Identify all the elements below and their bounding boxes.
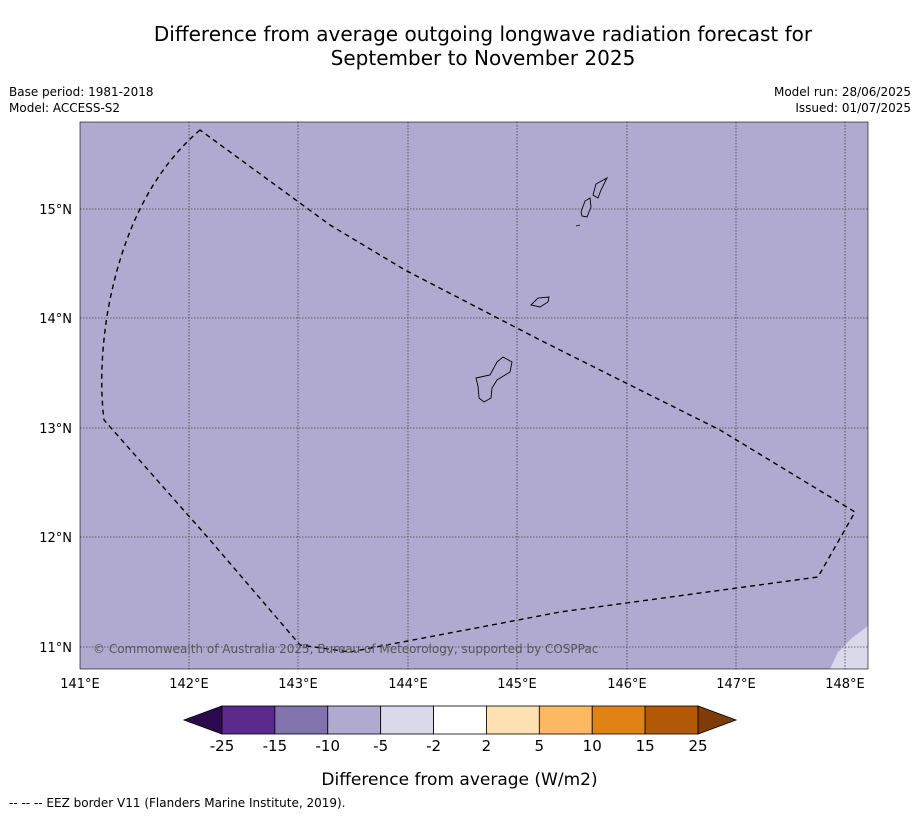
colorbar-tick-label: -25 [210, 737, 235, 755]
islands [475, 176, 609, 403]
lon-tick-147e: 147°E [716, 677, 756, 692]
colorbar-segment [274, 705, 329, 735]
colorbar-segment [591, 705, 646, 735]
colorbar-tick-labels: -25 -15 -10 -5 -2 2 5 10 15 25 [210, 737, 708, 755]
lat-tick-14n: 14°N [39, 312, 72, 327]
lon-tick-142e: 142°E [169, 677, 209, 692]
lat-tick-labels: 15°N 14°N 13°N 12°N 11°N [39, 203, 72, 656]
tinian-island [580, 197, 592, 218]
lon-tick-146e: 146°E [607, 677, 647, 692]
title-line-1: Difference from average outgoing longwav… [153, 22, 813, 46]
colorbar-tick-label: 25 [688, 737, 707, 755]
lon-tick-144e: 144°E [388, 677, 428, 692]
saipan-island [592, 176, 609, 199]
meta-right: Model run: 28/06/2025 Issued: 01/07/2025 [774, 84, 911, 116]
colorbar-segment [221, 705, 276, 735]
chart-title: Difference from average outgoing longwav… [0, 22, 919, 70]
lat-tick-11n: 11°N [39, 641, 72, 656]
colorbar-segment [486, 705, 540, 735]
lon-tick-labels: 141°E 142°E 143°E 144°E 145°E 146°E 147°… [60, 677, 865, 692]
gridlines [80, 122, 868, 669]
light-anomaly-patch [830, 626, 868, 669]
base-period: Base period: 1981-2018 [9, 85, 154, 99]
lon-tick-143e: 143°E [278, 677, 318, 692]
colorbar-tick-label: -10 [316, 737, 341, 755]
colorbar-tick-label: -2 [426, 737, 441, 755]
model-name: Model: ACCESS-S2 [9, 101, 121, 115]
aguijan-islet [575, 224, 581, 227]
colorbar-tick-label: 15 [636, 737, 655, 755]
footer-legend: -- -- -- EEZ border V11 (Flanders Marine… [9, 796, 346, 810]
lon-tick-141e: 141°E [60, 677, 100, 692]
lat-tick-13n: 13°N [39, 422, 72, 437]
lat-tick-15n: 15°N [39, 203, 72, 218]
map-background [80, 122, 868, 669]
meta-left: Base period: 1981-2018 Model: ACCESS-S2 [9, 84, 154, 116]
colorbar-label: Difference from average (W/m2) [321, 770, 598, 790]
guam-island [475, 356, 513, 403]
issued-date: Issued: 01/07/2025 [795, 101, 911, 115]
rota-island [530, 296, 550, 308]
colorbar-extend-high [697, 705, 738, 735]
lon-tick-145e: 145°E [497, 677, 537, 692]
colorbar-tick-label: 5 [535, 737, 545, 755]
colorbar-tick-label: -15 [263, 737, 288, 755]
lon-tick-148e: 148°E [825, 677, 865, 692]
colorbar-segment [644, 705, 699, 735]
colorbar-tick-label: 2 [482, 737, 492, 755]
lat-tick-12n: 12°N [39, 531, 72, 546]
colorbar-segment [380, 705, 434, 735]
colorbar: -25 -15 -10 -5 -2 2 5 10 15 25 [182, 705, 738, 755]
colorbar-extend-low [182, 705, 223, 735]
colorbar-tick-label: -5 [373, 737, 388, 755]
colorbar-segments [182, 705, 738, 735]
map-frame [79, 121, 869, 670]
title-line-2: September to November 2025 [330, 46, 636, 70]
colorbar-segment [327, 705, 382, 735]
model-run: Model run: 28/06/2025 [773, 85, 911, 99]
eez-border [101, 129, 856, 653]
colorbar-segment [433, 705, 487, 735]
colorbar-tick-label: 10 [583, 737, 602, 755]
map: © Commonwealth of Australia 2025, Bureau… [39, 121, 869, 692]
copyright-text: © Commonwealth of Australia 2025, Bureau… [93, 642, 598, 656]
colorbar-segment [538, 705, 593, 735]
